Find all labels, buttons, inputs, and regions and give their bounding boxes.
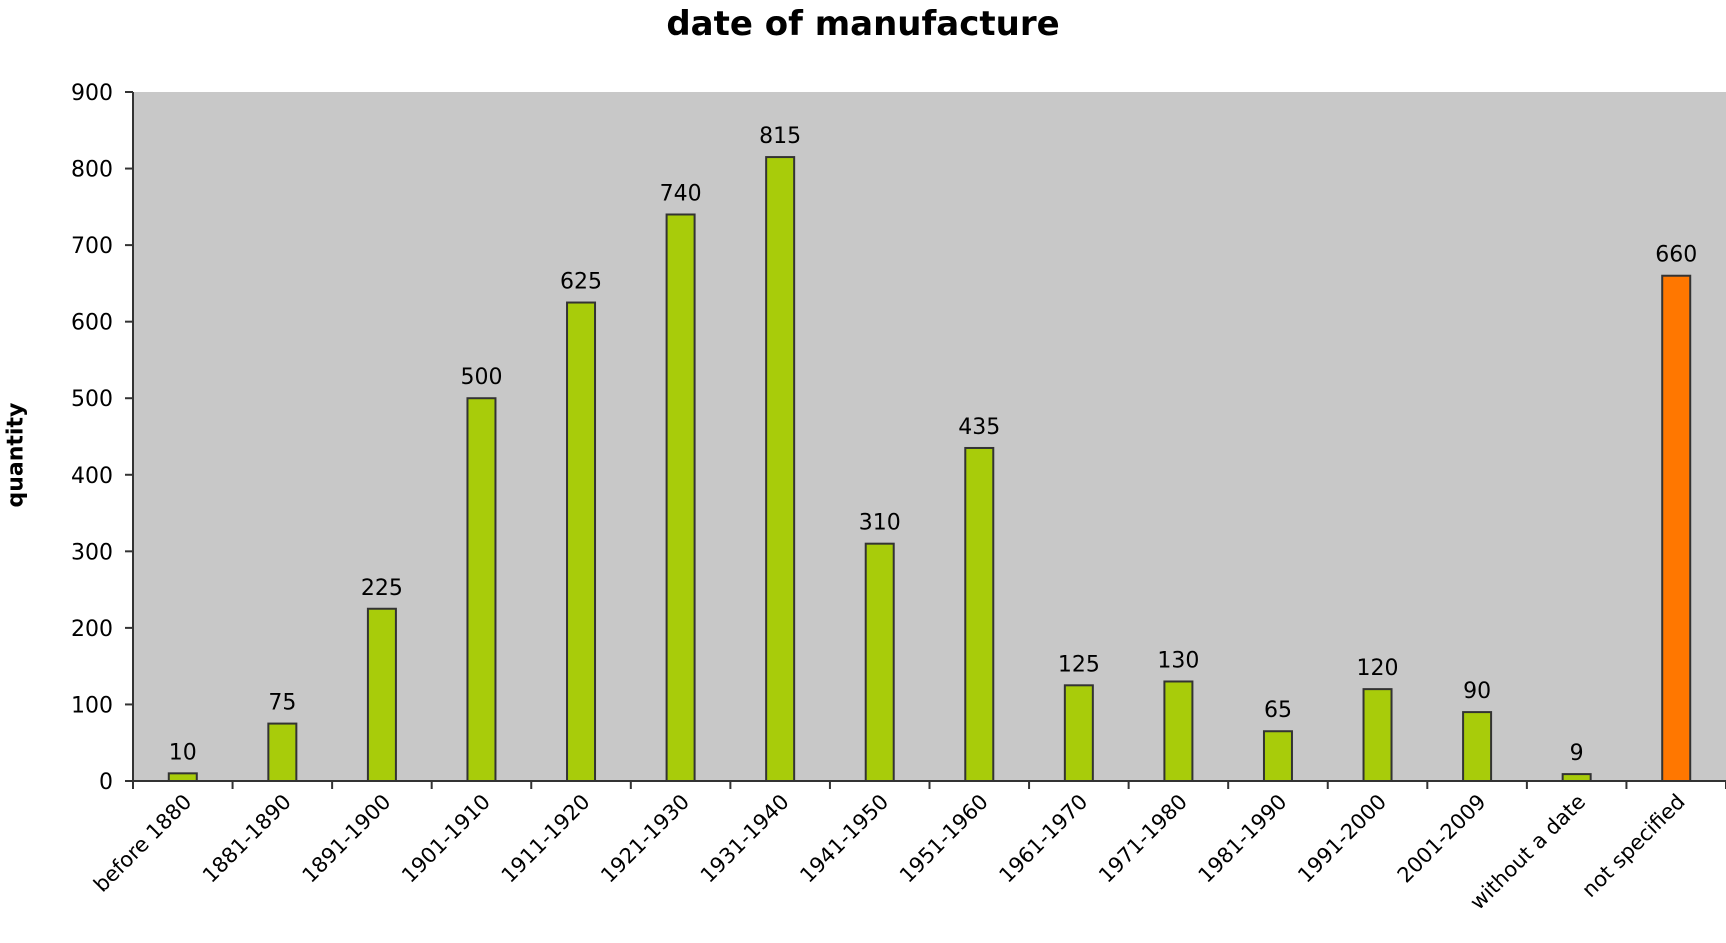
x-tick-label: 1881-1890 <box>198 790 296 888</box>
y-tick-label: 0 <box>99 770 113 795</box>
bar <box>566 301 597 782</box>
x-tick-label: 1931-1940 <box>696 790 794 888</box>
bar <box>1262 730 1293 783</box>
x-tick-label: 1961-1970 <box>994 790 1092 888</box>
x-tick-label: not specified <box>1577 790 1690 903</box>
y-tick-label: 100 <box>71 693 113 718</box>
data-label: 500 <box>460 365 502 390</box>
bar <box>1163 680 1194 783</box>
y-tick-label: 500 <box>71 387 113 412</box>
bar <box>864 542 895 783</box>
x-tick-label: 1901-1910 <box>397 790 495 888</box>
bar <box>1362 688 1393 783</box>
x-tick-label: before 1880 <box>89 790 196 897</box>
y-tick-label: 400 <box>71 464 113 489</box>
x-tick-label: 1981-1990 <box>1194 790 1292 888</box>
data-label: 310 <box>859 511 901 536</box>
data-label: 9 <box>1570 741 1584 766</box>
bar <box>167 772 198 782</box>
plot-area <box>133 92 1726 781</box>
x-tick-label: 1971-1980 <box>1094 790 1192 888</box>
data-label: 90 <box>1463 679 1491 704</box>
data-label: 120 <box>1357 656 1399 681</box>
data-label: 815 <box>759 124 801 149</box>
x-tick-label: 1941-1950 <box>795 790 893 888</box>
y-tick-label: 200 <box>71 617 113 642</box>
x-tick-label: 1911-1920 <box>497 790 595 888</box>
chart-title: date of manufacture <box>666 4 1060 44</box>
data-label: 75 <box>268 691 296 716</box>
y-tick-label: 900 <box>71 81 113 106</box>
bar <box>1661 274 1692 782</box>
x-tick-label: 1891-1900 <box>298 790 396 888</box>
y-tick-label: 800 <box>71 158 113 183</box>
x-tick-label: 2001-2009 <box>1393 790 1491 888</box>
bar <box>1561 773 1592 782</box>
bar <box>964 446 995 782</box>
x-tick-label: 1991-2000 <box>1293 790 1391 888</box>
bar <box>267 722 298 782</box>
data-label: 65 <box>1264 698 1292 723</box>
data-label: 740 <box>660 181 702 206</box>
bar <box>765 156 796 783</box>
bar <box>366 607 397 782</box>
x-tick-label: 1951-1960 <box>895 790 993 888</box>
y-tick-label: 700 <box>71 234 113 259</box>
data-label: 435 <box>958 415 1000 440</box>
data-label: 660 <box>1655 243 1697 268</box>
data-label: 625 <box>560 270 602 295</box>
data-label: 10 <box>169 740 197 765</box>
bar <box>665 213 696 782</box>
bar <box>466 397 497 782</box>
y-tick-label: 600 <box>71 311 113 336</box>
y-tick-label: 300 <box>71 540 113 565</box>
bar <box>1063 684 1094 782</box>
data-label: 130 <box>1157 648 1199 673</box>
bar <box>1462 711 1493 782</box>
data-label: 125 <box>1058 652 1100 677</box>
x-tick-label: 1921-1930 <box>596 790 694 888</box>
data-label: 225 <box>361 576 403 601</box>
